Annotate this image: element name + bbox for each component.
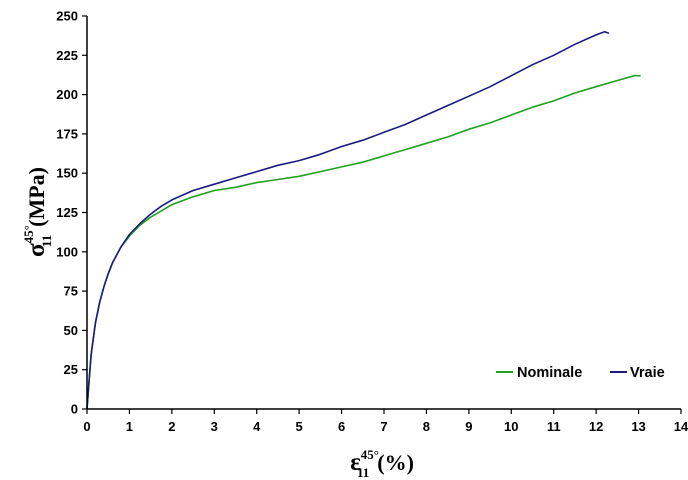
series-lines (86, 30, 641, 410)
x-tick-label: 4 (253, 419, 261, 434)
x-tick-label: 2 (168, 419, 175, 434)
y-axis-superscript: 45° (21, 225, 36, 243)
x-axis-subscript: 11 (357, 465, 369, 480)
x-tick-label: 9 (465, 419, 472, 434)
y-tick-label: 100 (56, 244, 78, 259)
x-tick-label: 0 (83, 419, 90, 434)
x-tick-label: 10 (504, 419, 518, 434)
x-tick-label: 14 (674, 419, 688, 434)
x-axis-superscript: 45° (361, 447, 379, 462)
y-axis-ticks: 0 25 50 75 100 125 150 175 200 225 250 (56, 9, 87, 417)
y-axis-symbol: σ (23, 243, 50, 257)
y-axis-subscript: 11 (39, 235, 54, 247)
x-tick-label: 6 (338, 419, 345, 434)
y-tick-label: 0 (71, 402, 78, 417)
x-tick-label: 12 (589, 419, 603, 434)
y-tick-label: 250 (56, 9, 78, 24)
x-tick-label: 7 (380, 419, 387, 434)
y-tick-label: 200 (56, 87, 78, 102)
y-axis-unit: (MPa) (24, 167, 49, 227)
legend-label-vraie: Vraie (630, 365, 665, 381)
legend-label-nominale: Nominale (517, 365, 582, 381)
x-axis-ticks: 0 1 2 3 4 5 6 7 8 9 10 11 12 13 14 (83, 409, 688, 434)
x-tick-label: 11 (547, 419, 561, 434)
x-axis-symbol: ε (350, 449, 361, 476)
x-tick-label: 13 (631, 419, 645, 434)
x-axis-unit: (%) (377, 450, 414, 475)
y-tick-label: 25 (64, 362, 78, 377)
y-tick-label: 125 (56, 205, 78, 220)
series-line-nominale (86, 74, 641, 410)
series-line-vraie (86, 30, 610, 410)
legend: Nominale Vraie (496, 365, 665, 381)
x-tick-label: 5 (296, 419, 303, 434)
x-tick-label: 1 (126, 419, 133, 434)
y-tick-label: 75 (64, 284, 78, 299)
x-tick-label: 8 (423, 419, 430, 434)
y-tick-label: 175 (56, 126, 78, 141)
x-axis-title: ε45° 11 (%) (350, 447, 414, 480)
y-tick-label: 150 (56, 166, 78, 181)
y-tick-label: 50 (64, 323, 78, 338)
x-tick-label: 3 (211, 419, 218, 434)
y-axis-title: σ45° 11 (MPa) (21, 167, 54, 257)
y-tick-label: 225 (56, 48, 78, 63)
